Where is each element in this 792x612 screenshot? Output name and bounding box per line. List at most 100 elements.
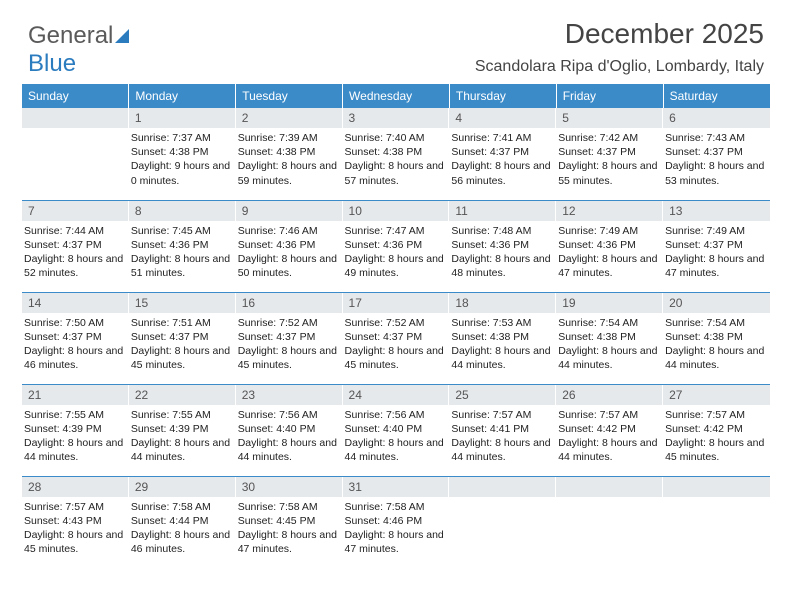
day-details: Sunrise: 7:55 AMSunset: 4:39 PMDaylight:… [22, 405, 129, 468]
day-number [449, 477, 556, 497]
calendar-cell [556, 476, 663, 568]
day-details: Sunrise: 7:56 AMSunset: 4:40 PMDaylight:… [236, 405, 343, 468]
day-details: Sunrise: 7:54 AMSunset: 4:38 PMDaylight:… [556, 313, 663, 376]
logo-triangle-icon [115, 29, 129, 43]
day-number: 18 [449, 293, 556, 313]
calendar-table: Sunday Monday Tuesday Wednesday Thursday… [22, 84, 770, 568]
calendar-cell: 13Sunrise: 7:49 AMSunset: 4:37 PMDayligh… [663, 200, 770, 292]
logo-text-blue: Blue [28, 50, 76, 77]
calendar-cell: 19Sunrise: 7:54 AMSunset: 4:38 PMDayligh… [556, 292, 663, 384]
day-number: 30 [236, 477, 343, 497]
calendar-cell: 10Sunrise: 7:47 AMSunset: 4:36 PMDayligh… [343, 200, 450, 292]
header-sunday: Sunday [22, 84, 129, 108]
day-number: 14 [22, 293, 129, 313]
calendar-cell: 14Sunrise: 7:50 AMSunset: 4:37 PMDayligh… [22, 292, 129, 384]
header-friday: Friday [556, 84, 663, 108]
calendar-cell [449, 476, 556, 568]
day-number: 20 [663, 293, 770, 313]
day-number: 3 [343, 108, 450, 128]
calendar-cell: 5Sunrise: 7:42 AMSunset: 4:37 PMDaylight… [556, 108, 663, 200]
calendar-cell: 11Sunrise: 7:48 AMSunset: 4:36 PMDayligh… [449, 200, 556, 292]
calendar-cell: 17Sunrise: 7:52 AMSunset: 4:37 PMDayligh… [343, 292, 450, 384]
day-number: 17 [343, 293, 450, 313]
day-number: 29 [129, 477, 236, 497]
calendar-week-row: 7Sunrise: 7:44 AMSunset: 4:37 PMDaylight… [22, 200, 770, 292]
calendar-cell: 31Sunrise: 7:58 AMSunset: 4:46 PMDayligh… [343, 476, 450, 568]
calendar-cell: 4Sunrise: 7:41 AMSunset: 4:37 PMDaylight… [449, 108, 556, 200]
day-details: Sunrise: 7:53 AMSunset: 4:38 PMDaylight:… [449, 313, 556, 376]
day-details: Sunrise: 7:47 AMSunset: 4:36 PMDaylight:… [343, 221, 450, 284]
day-number: 7 [22, 201, 129, 221]
calendar-cell: 3Sunrise: 7:40 AMSunset: 4:38 PMDaylight… [343, 108, 450, 200]
calendar-cell: 7Sunrise: 7:44 AMSunset: 4:37 PMDaylight… [22, 200, 129, 292]
calendar-cell: 2Sunrise: 7:39 AMSunset: 4:38 PMDaylight… [236, 108, 343, 200]
day-details: Sunrise: 7:58 AMSunset: 4:44 PMDaylight:… [129, 497, 236, 560]
calendar-cell: 1Sunrise: 7:37 AMSunset: 4:38 PMDaylight… [129, 108, 236, 200]
day-details: Sunrise: 7:43 AMSunset: 4:37 PMDaylight:… [663, 128, 770, 191]
calendar-week-row: 21Sunrise: 7:55 AMSunset: 4:39 PMDayligh… [22, 384, 770, 476]
calendar-cell: 16Sunrise: 7:52 AMSunset: 4:37 PMDayligh… [236, 292, 343, 384]
day-details: Sunrise: 7:39 AMSunset: 4:38 PMDaylight:… [236, 128, 343, 191]
day-number: 8 [129, 201, 236, 221]
day-number: 13 [663, 201, 770, 221]
day-number: 24 [343, 385, 450, 405]
calendar-week-row: 28Sunrise: 7:57 AMSunset: 4:43 PMDayligh… [22, 476, 770, 568]
header-saturday: Saturday [663, 84, 770, 108]
day-number [556, 477, 663, 497]
day-details: Sunrise: 7:48 AMSunset: 4:36 PMDaylight:… [449, 221, 556, 284]
calendar-cell [663, 476, 770, 568]
calendar-cell: 30Sunrise: 7:58 AMSunset: 4:45 PMDayligh… [236, 476, 343, 568]
calendar-cell: 20Sunrise: 7:54 AMSunset: 4:38 PMDayligh… [663, 292, 770, 384]
day-number: 1 [129, 108, 236, 128]
calendar-week-row: 14Sunrise: 7:50 AMSunset: 4:37 PMDayligh… [22, 292, 770, 384]
page-subtitle: Scandolara Ripa d'Oglio, Lombardy, Italy [475, 58, 764, 76]
header-wednesday: Wednesday [343, 84, 450, 108]
day-number: 21 [22, 385, 129, 405]
day-number [22, 108, 129, 128]
day-number: 15 [129, 293, 236, 313]
day-number: 16 [236, 293, 343, 313]
calendar-cell: 29Sunrise: 7:58 AMSunset: 4:44 PMDayligh… [129, 476, 236, 568]
day-number: 6 [663, 108, 770, 128]
day-details: Sunrise: 7:58 AMSunset: 4:46 PMDaylight:… [343, 497, 450, 560]
day-details: Sunrise: 7:54 AMSunset: 4:38 PMDaylight:… [663, 313, 770, 376]
calendar-cell: 22Sunrise: 7:55 AMSunset: 4:39 PMDayligh… [129, 384, 236, 476]
day-number: 28 [22, 477, 129, 497]
day-number: 4 [449, 108, 556, 128]
day-number: 9 [236, 201, 343, 221]
day-details: Sunrise: 7:45 AMSunset: 4:36 PMDaylight:… [129, 221, 236, 284]
day-details: Sunrise: 7:51 AMSunset: 4:37 PMDaylight:… [129, 313, 236, 376]
calendar-cell: 9Sunrise: 7:46 AMSunset: 4:36 PMDaylight… [236, 200, 343, 292]
calendar-cell: 15Sunrise: 7:51 AMSunset: 4:37 PMDayligh… [129, 292, 236, 384]
calendar-cell: 23Sunrise: 7:56 AMSunset: 4:40 PMDayligh… [236, 384, 343, 476]
day-details: Sunrise: 7:55 AMSunset: 4:39 PMDaylight:… [129, 405, 236, 468]
day-details: Sunrise: 7:44 AMSunset: 4:37 PMDaylight:… [22, 221, 129, 284]
day-details: Sunrise: 7:50 AMSunset: 4:37 PMDaylight:… [22, 313, 129, 376]
calendar-header-row: Sunday Monday Tuesday Wednesday Thursday… [22, 84, 770, 108]
day-number: 22 [129, 385, 236, 405]
calendar-cell: 24Sunrise: 7:56 AMSunset: 4:40 PMDayligh… [343, 384, 450, 476]
calendar-cell: 8Sunrise: 7:45 AMSunset: 4:36 PMDaylight… [129, 200, 236, 292]
day-details: Sunrise: 7:46 AMSunset: 4:36 PMDaylight:… [236, 221, 343, 284]
day-number: 25 [449, 385, 556, 405]
day-number: 11 [449, 201, 556, 221]
calendar-cell: 12Sunrise: 7:49 AMSunset: 4:36 PMDayligh… [556, 200, 663, 292]
day-number [663, 477, 770, 497]
day-number: 23 [236, 385, 343, 405]
day-number: 26 [556, 385, 663, 405]
logo-text-gray: General [28, 22, 113, 49]
day-number: 10 [343, 201, 450, 221]
logo: General Blue [28, 22, 129, 78]
day-details [663, 497, 770, 508]
day-number: 5 [556, 108, 663, 128]
header-monday: Monday [129, 84, 236, 108]
day-details: Sunrise: 7:57 AMSunset: 4:42 PMDaylight:… [556, 405, 663, 468]
calendar-cell: 28Sunrise: 7:57 AMSunset: 4:43 PMDayligh… [22, 476, 129, 568]
day-details: Sunrise: 7:41 AMSunset: 4:37 PMDaylight:… [449, 128, 556, 191]
day-details: Sunrise: 7:57 AMSunset: 4:42 PMDaylight:… [663, 405, 770, 468]
day-details: Sunrise: 7:58 AMSunset: 4:45 PMDaylight:… [236, 497, 343, 560]
calendar-cell: 18Sunrise: 7:53 AMSunset: 4:38 PMDayligh… [449, 292, 556, 384]
day-details: Sunrise: 7:52 AMSunset: 4:37 PMDaylight:… [236, 313, 343, 376]
day-number: 2 [236, 108, 343, 128]
page-title: December 2025 [565, 18, 764, 50]
